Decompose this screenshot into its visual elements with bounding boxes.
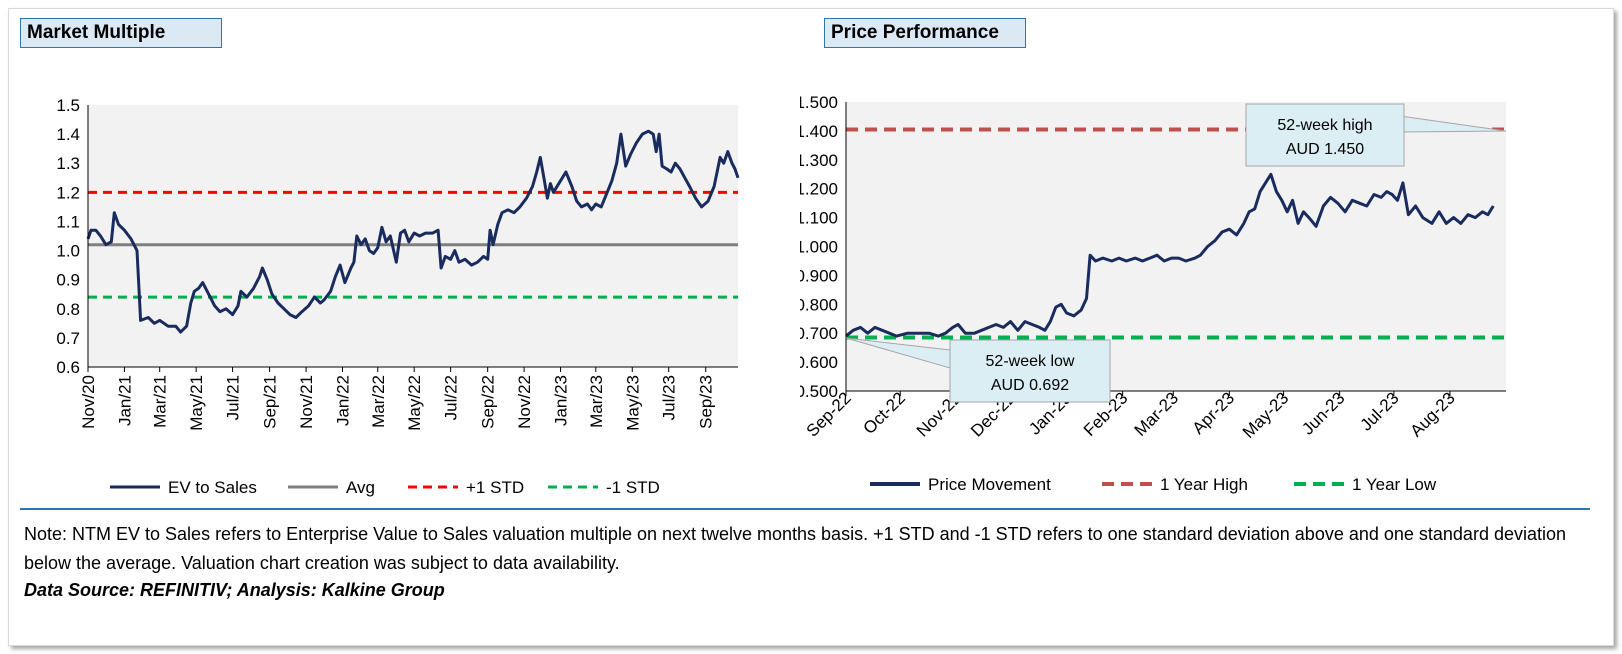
x-tick-label: Mar/23 — [587, 375, 606, 428]
legend-label-ev-to-sales: EV to Sales — [168, 478, 257, 497]
data-source-text: Data Source: REFINITIV; Analysis: Kalkin… — [24, 580, 445, 600]
legend-label-avg: Avg — [346, 478, 375, 497]
x-tick-label: Jan/22 — [334, 375, 353, 426]
plot-area — [846, 102, 1506, 391]
x-tick-label: Jun-23 — [1298, 388, 1348, 438]
x-tick-label: Jul/23 — [660, 375, 679, 420]
x-tick-label: Jan/23 — [552, 375, 571, 426]
x-tick-label: May/23 — [623, 375, 642, 431]
x-tick-label: Sep/22 — [479, 375, 498, 429]
y-tick-label: 1.400 — [800, 122, 838, 141]
x-tick-label: Nov/22 — [515, 375, 534, 429]
x-tick-label: Jul-23 — [1357, 388, 1403, 434]
y-tick-label: 1.100 — [800, 209, 838, 228]
y-tick-label: 0.8 — [56, 300, 80, 319]
y-tick-label: 0.700 — [800, 324, 838, 343]
y-tick-label: 1.1 — [56, 212, 80, 231]
y-tick-label: 0.6 — [56, 358, 80, 377]
price-performance-chart: 0.500 0.600 0.700 0.800 0.900 1.000 1.100 1.200… — [800, 93, 1507, 494]
x-tick-label: Jan/21 — [115, 375, 134, 426]
y-tick-label: 1.4 — [56, 125, 80, 144]
x-tick-label: Mar-23 — [1131, 388, 1183, 440]
legend-label-1-year-low: 1 Year Low — [1352, 475, 1437, 494]
x-tick-label: Apr-23 — [1189, 388, 1239, 438]
x-tick-label: Mar/21 — [151, 375, 170, 428]
high-callout-title: 52-week high — [1277, 117, 1372, 134]
high-callout-box — [1245, 103, 1405, 167]
x-tick-label: Sep/21 — [261, 375, 280, 429]
x-tick-label: Jul/21 — [224, 375, 243, 420]
x-tick-label: Mar/22 — [369, 375, 388, 428]
low-callout-value: AUD 0.692 — [991, 377, 1069, 394]
section-divider — [20, 508, 1590, 510]
footnote-text: Note: NTM EV to Sales refers to Enterpri… — [24, 524, 1567, 573]
market-multiple-chart: 0.6 0.7 0.8 0.9 1.0 1.1 1.2 1.3 1.4 1.5 Nov/20 Jan/… — [56, 96, 740, 497]
low-callout-title: 52-week low — [986, 353, 1075, 370]
y-tick-label: 1.500 — [800, 93, 838, 112]
y-tick-label: 1.200 — [800, 180, 838, 199]
x-tick-label: Aug-23 — [1407, 388, 1459, 440]
legend-label-minus-std: -1 STD — [606, 478, 660, 497]
x-tick-label: May/22 — [405, 375, 424, 431]
market-multiple-title: Market Multiple — [20, 18, 222, 48]
series-line-price-movement — [845, 172, 1495, 338]
y-tick-label: 0.7 — [56, 329, 80, 348]
y-tick-label: 1.300 — [800, 151, 838, 170]
y-tick-label: 1.000 — [800, 238, 838, 257]
legend-label-1-year-high: 1 Year High — [1160, 475, 1248, 494]
y-tick-label: 0.600 — [800, 353, 838, 372]
x-tick-label: Sep/23 — [697, 375, 716, 429]
x-tick-label: Jul/22 — [442, 375, 461, 420]
y-tick-label: 1.2 — [56, 183, 80, 202]
y-tick-label: 1.5 — [56, 96, 80, 115]
legend-label-price-movement: Price Movement — [928, 475, 1051, 494]
x-tick-label: May-23 — [1239, 388, 1293, 442]
series-line-ev-to-sales — [86, 129, 740, 334]
y-tick-label: 0.800 — [800, 295, 838, 314]
x-tick-label: Oct-22 — [860, 388, 910, 438]
legend-label-plus-std: +1 STD — [466, 478, 524, 497]
y-tick-label: 0.9 — [56, 271, 80, 290]
low-callout-box — [949, 339, 1111, 403]
y-tick-label: 1.3 — [56, 154, 80, 173]
y-tick-label: 1.0 — [56, 242, 80, 261]
price-performance-title: Price Performance — [824, 18, 1026, 48]
x-tick-label: May/21 — [187, 375, 206, 431]
y-tick-label: 0.500 — [800, 382, 838, 401]
high-callout-value: AUD 1.450 — [1286, 141, 1364, 158]
x-tick-label: Nov/20 — [79, 375, 98, 429]
y-tick-label: 0.900 — [800, 266, 838, 285]
x-tick-label: Nov/21 — [297, 375, 316, 429]
